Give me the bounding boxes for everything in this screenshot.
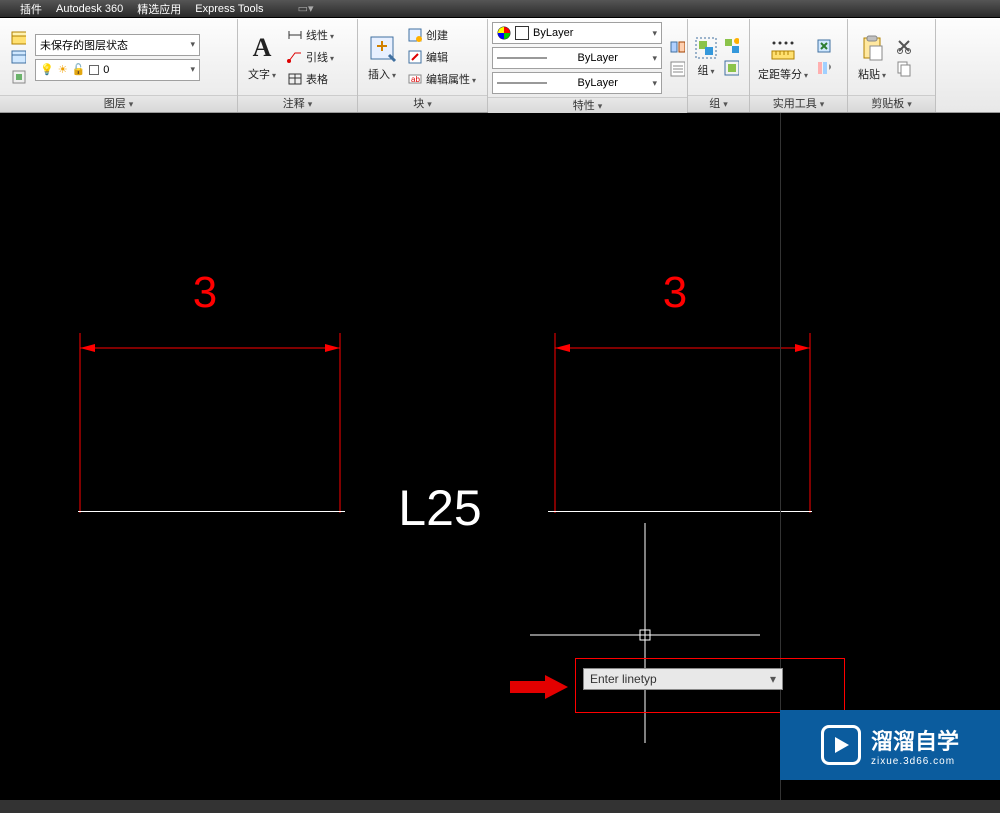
edit-label: 编辑 <box>426 49 448 65</box>
layer-state-combo[interactable]: 未保存的图层状态 ▾ <box>35 34 200 56</box>
lineweight-label: ByLayer <box>578 52 618 64</box>
create-label: 创建 <box>426 27 448 43</box>
group-label: 组 <box>697 62 714 78</box>
panel-groups-title[interactable]: 组 <box>688 95 749 112</box>
menu-corner-icon[interactable]: ▭▾ <box>298 2 314 15</box>
table-icon <box>287 71 303 87</box>
linear-button[interactable]: 线性 <box>285 24 336 46</box>
table-button[interactable]: 表格 <box>285 68 336 90</box>
menu-plugin[interactable]: 插件 <box>20 1 42 17</box>
sun-icon: ☀ <box>58 63 68 76</box>
linetype-combo[interactable]: ByLayer ▾ <box>492 72 662 94</box>
layer-props-icon[interactable] <box>10 29 26 45</box>
lock-icon: 🔓 <box>72 63 86 76</box>
menu-featured[interactable]: 精选应用 <box>137 1 181 17</box>
ungroup-icon[interactable] <box>723 38 739 54</box>
layer-iso-icon[interactable] <box>10 69 26 85</box>
watermark-title: 溜溜自学 <box>871 724 959 756</box>
measure-button[interactable]: 定距等分 <box>754 30 812 84</box>
panel-layers: 未保存的图层状态 ▾ 💡 ☀ 🔓 0 ▾ 图层 <box>0 19 238 112</box>
create-icon <box>407 27 423 43</box>
edit-button[interactable]: 编辑 <box>405 46 478 68</box>
svg-text:ab: ab <box>411 75 420 84</box>
linetype-label: ByLayer <box>578 77 618 89</box>
bulb-icon: 💡 <box>40 63 54 76</box>
center-label: L25 <box>398 479 481 537</box>
color-combo[interactable]: ByLayer ▾ <box>492 22 662 44</box>
editattr-icon: ab <box>407 71 423 87</box>
layer-states-icon[interactable] <box>10 49 26 65</box>
edit-icon <box>407 49 423 65</box>
paste-button[interactable]: 粘贴 <box>852 30 892 84</box>
match-icon[interactable] <box>669 39 685 55</box>
measure-label: 定距等分 <box>758 66 808 82</box>
panel-block-title[interactable]: 块 <box>358 95 487 112</box>
layer-state-text: 未保存的图层状态 <box>40 37 128 53</box>
layer-current-text: 0 <box>103 64 109 76</box>
panel-groups: 组 组 <box>688 19 750 112</box>
create-button[interactable]: 创建 <box>405 24 478 46</box>
red-arrow <box>510 671 570 701</box>
ribbon: 未保存的图层状态 ▾ 💡 ☀ 🔓 0 ▾ 图层 A 文字 <box>0 18 1000 113</box>
color-label: ByLayer <box>533 27 573 39</box>
leader-button[interactable]: 引线 <box>285 46 336 68</box>
seg-left <box>78 511 345 512</box>
insert-label: 插入 <box>368 66 396 82</box>
insert-button[interactable]: 插入 <box>362 30 402 84</box>
text-button[interactable]: A 文字 <box>242 30 282 84</box>
paste-label: 粘贴 <box>858 66 886 82</box>
editattr-button[interactable]: ab 编辑属性 <box>405 68 478 90</box>
leader-label: 引线 <box>306 49 334 65</box>
panel-annotate: A 文字 线性 引线 表格 注释 <box>238 19 358 112</box>
group-edit-icon[interactable] <box>723 60 739 76</box>
leader-icon <box>287 49 303 65</box>
command-input[interactable]: Enter linetyp ▾ <box>583 668 783 690</box>
cut-icon[interactable] <box>895 38 911 54</box>
layer-current-combo[interactable]: 💡 ☀ 🔓 0 ▾ <box>35 59 200 81</box>
drawing-canvas[interactable]: 3 3 L25 Enter linetyp ▾ <box>0 113 1000 800</box>
menu-a360[interactable]: Autodesk 360 <box>56 3 123 15</box>
play-icon <box>821 725 861 765</box>
linear-icon <box>287 27 303 43</box>
lineweight-combo[interactable]: ByLayer ▾ <box>492 47 662 69</box>
panel-properties-title[interactable]: 特性 <box>488 97 687 114</box>
linear-label: 线性 <box>306 27 334 43</box>
color-swatch <box>515 26 529 40</box>
panel-clipboard-title[interactable]: 剪贴板 <box>848 95 935 112</box>
linetype-icon <box>497 78 547 88</box>
panel-properties: ByLayer ▾ ByLayer ▾ ByLayer ▾ 特性 <box>488 19 688 112</box>
panel-block: 插入 创建 编辑 ab 编辑属性 块 <box>358 19 488 112</box>
table-label: 表格 <box>306 71 328 87</box>
text-button-label: 文字 <box>248 66 276 82</box>
watermark: 溜溜自学 zixue.3d66.com <box>780 710 1000 780</box>
panel-utilities: 定距等分 实用工具 <box>750 19 848 112</box>
menubar: 插件 Autodesk 360 精选应用 Express Tools ▭▾ <box>0 0 1000 18</box>
dim-right-svg <box>0 113 1000 813</box>
watermark-url: zixue.3d66.com <box>871 756 959 767</box>
panel-layers-title[interactable]: 图层 <box>0 95 237 112</box>
menu-express[interactable]: Express Tools <box>195 3 263 15</box>
panel-annotate-title[interactable]: 注释 <box>238 95 357 112</box>
util-icon-1[interactable] <box>815 38 831 54</box>
copy-icon[interactable] <box>895 60 911 76</box>
panel-clipboard: 粘贴 剪贴板 <box>848 19 936 112</box>
lineweight-icon <box>497 53 547 63</box>
color-wheel-icon <box>497 26 511 40</box>
layer-color-swatch <box>89 65 99 75</box>
util-icon-2[interactable] <box>815 60 831 76</box>
list-icon[interactable] <box>669 61 685 77</box>
group-button[interactable]: 组 <box>692 36 720 78</box>
panel-utilities-title[interactable]: 实用工具 <box>750 95 847 112</box>
command-prompt-text: Enter linetyp <box>590 672 657 686</box>
editattr-label: 编辑属性 <box>426 71 476 87</box>
seg-right <box>548 511 812 512</box>
